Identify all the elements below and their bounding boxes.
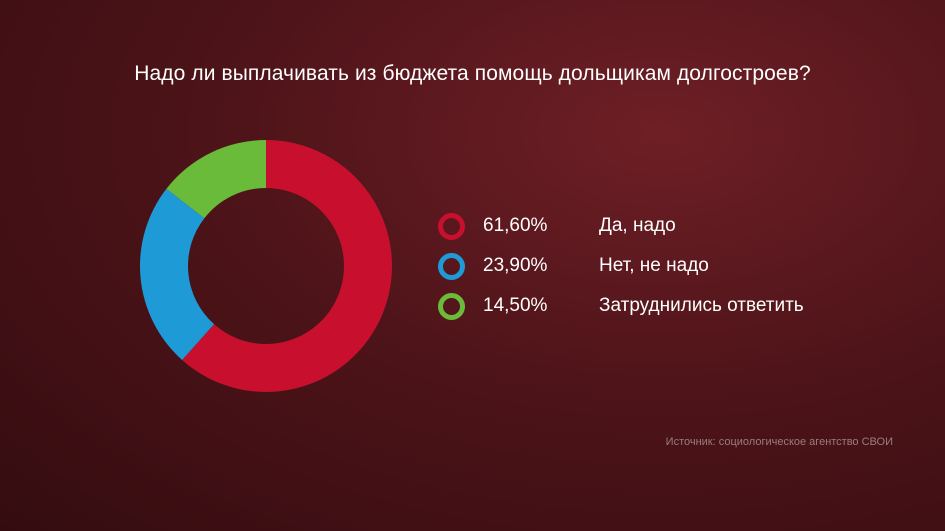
legend-item-yes: 61,60% Да, надо [438, 206, 804, 246]
legend-label-undecided: Затруднились ответить [599, 295, 804, 316]
legend-swatch-yes [438, 212, 465, 240]
legend-item-no: 23,90% Нет, не надо [438, 246, 804, 286]
legend-item-undecided: 14,50% Затруднились ответить [438, 286, 804, 326]
source-note: Источник: социологическое агентство СВОИ [665, 436, 893, 448]
legend-label-yes: Да, надо [599, 215, 676, 236]
legend-value-yes: 61,60% [483, 215, 548, 236]
chart-legend: 61,60% Да, надо 23,90% Нет, не надо 14,5… [438, 206, 804, 326]
donut-slice-undecided [166, 140, 266, 219]
chart-title: Надо ли выплачивать из бюджета помощь до… [134, 62, 811, 85]
legend-value-no: 23,90% [483, 255, 548, 276]
donut-chart [140, 140, 392, 392]
donut-slice-yes [182, 140, 392, 392]
legend-swatch-undecided [438, 292, 465, 320]
donut-slice-no [140, 188, 215, 360]
legend-value-undecided: 14,50% [483, 295, 548, 316]
legend-label-no: Нет, не надо [599, 255, 709, 276]
legend-swatch-no [438, 252, 465, 280]
